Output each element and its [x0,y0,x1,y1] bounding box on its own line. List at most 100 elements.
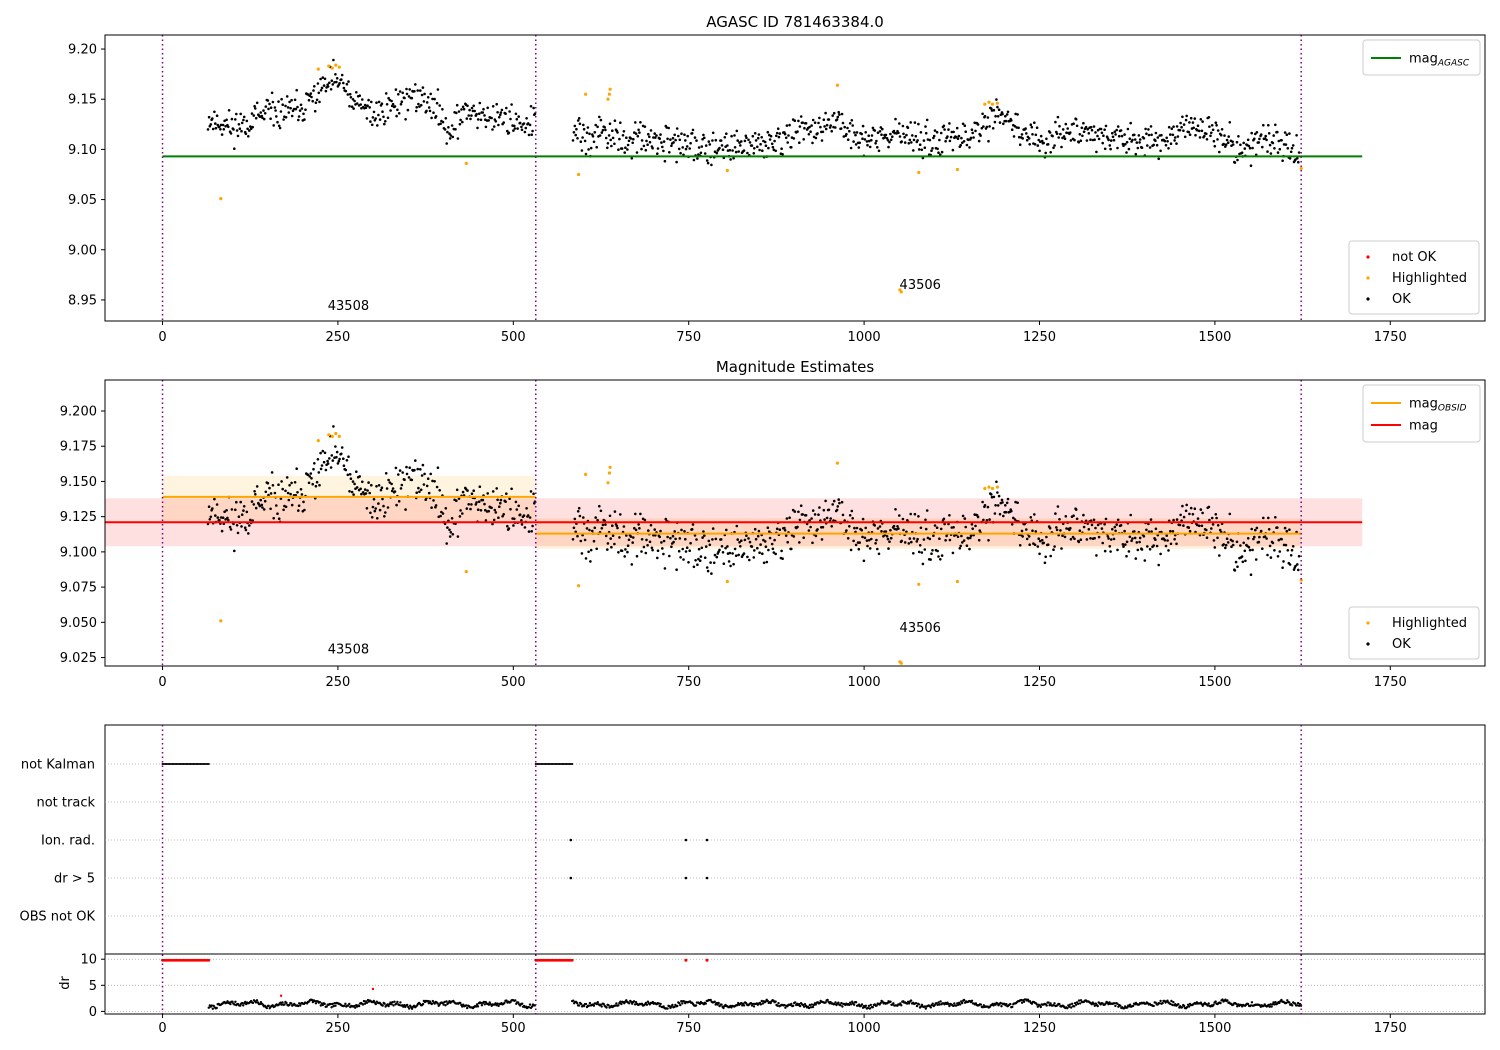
ok-point [974,129,977,133]
dr-ok-point [742,1004,746,1007]
ok-point [230,117,234,121]
ok-point [1167,125,1171,129]
ok-point [661,145,664,149]
ok-point [902,132,905,136]
ok-point [529,105,533,108]
ok-point [483,502,486,506]
ok-point [311,99,315,103]
ok-point [660,541,663,544]
ok-point [214,126,218,130]
ok-point [1113,130,1117,133]
dr-ok-point [1066,1007,1069,1010]
ok-point [1224,546,1227,550]
dr-ok-point [802,1005,806,1008]
flag-marker [546,763,548,765]
ok-point [1277,538,1281,542]
flag-marker [558,763,561,765]
ok-point [457,497,461,500]
ok-point [635,151,639,154]
ok-point [584,557,588,560]
highlighted-point [1299,166,1303,171]
dr-ok-point [1152,1004,1155,1008]
ok-point [326,459,329,463]
ok-point [1054,512,1057,515]
ok-point [860,528,863,532]
chart-title: Magnitude Estimates [716,358,874,376]
ok-point [1127,550,1131,553]
ok-point [226,516,229,520]
ok-point [598,504,601,508]
ok-point [1002,122,1005,126]
ok-point [770,142,774,146]
ok-point [243,526,247,529]
ok-point [1108,144,1112,147]
ok-point [515,508,519,511]
ok-point [1205,528,1208,532]
ok-point [835,118,839,121]
ok-point [816,132,819,135]
ok-point [368,106,372,109]
ok-point [736,139,739,142]
ok-point [705,566,709,569]
ok-point [634,121,637,124]
ok-point [1197,129,1201,133]
ok-point [319,467,323,471]
ok-point [939,558,942,561]
ok-point [269,507,272,511]
dr-ok-point [258,1002,262,1006]
ok-point [1289,554,1293,557]
ok-point [1140,146,1144,149]
ok-point [810,124,813,127]
ok-point [467,114,471,117]
ok-point [466,104,469,108]
ok-point [733,146,737,149]
ok-point [606,146,609,150]
dr-ok-point [1022,1000,1026,1003]
ok-point [740,539,743,542]
ok-point [1042,541,1045,545]
dr-ok-point [1126,1006,1129,1009]
ok-point [637,523,640,526]
ok-point [736,538,739,541]
dr-ok-point [749,1002,753,1005]
ok-point [461,490,465,494]
ok-point [837,498,840,501]
ok-point [386,506,390,509]
ok-point [332,425,335,428]
ok-point [861,137,864,140]
ok-point [1010,119,1013,122]
ok-point [1092,518,1096,522]
ok-point [1100,131,1104,135]
ok-point [318,483,321,487]
dr-ok-point [1214,1000,1217,1003]
ok-point [846,126,849,130]
ok-point [696,563,699,566]
ok-point [774,552,777,556]
ok-point [398,90,402,93]
ok-point [1278,550,1282,553]
legend-point-label: Highlighted [1392,616,1467,631]
ok-point [1269,152,1273,155]
dr-ok-point [617,1004,620,1007]
ok-point [373,509,377,513]
ok-point [384,511,387,514]
ok-point [477,500,481,504]
ok-point [887,145,890,149]
flag-marker [205,763,207,765]
ok-point [1222,543,1225,546]
legend-line-label: mag [1409,419,1438,434]
ok-point [246,127,249,131]
ok-point [405,465,408,469]
ok-point [1219,133,1223,137]
ok-point [1242,141,1245,145]
ok-point [441,120,445,124]
ok-point [494,120,498,123]
dr-ok-point [742,1002,745,1005]
ok-point [748,558,751,562]
ok-point [948,122,951,125]
dr-ok-point [961,1001,964,1005]
ok-point [1175,125,1179,128]
flag-marker [553,763,555,765]
ok-point [888,540,891,543]
